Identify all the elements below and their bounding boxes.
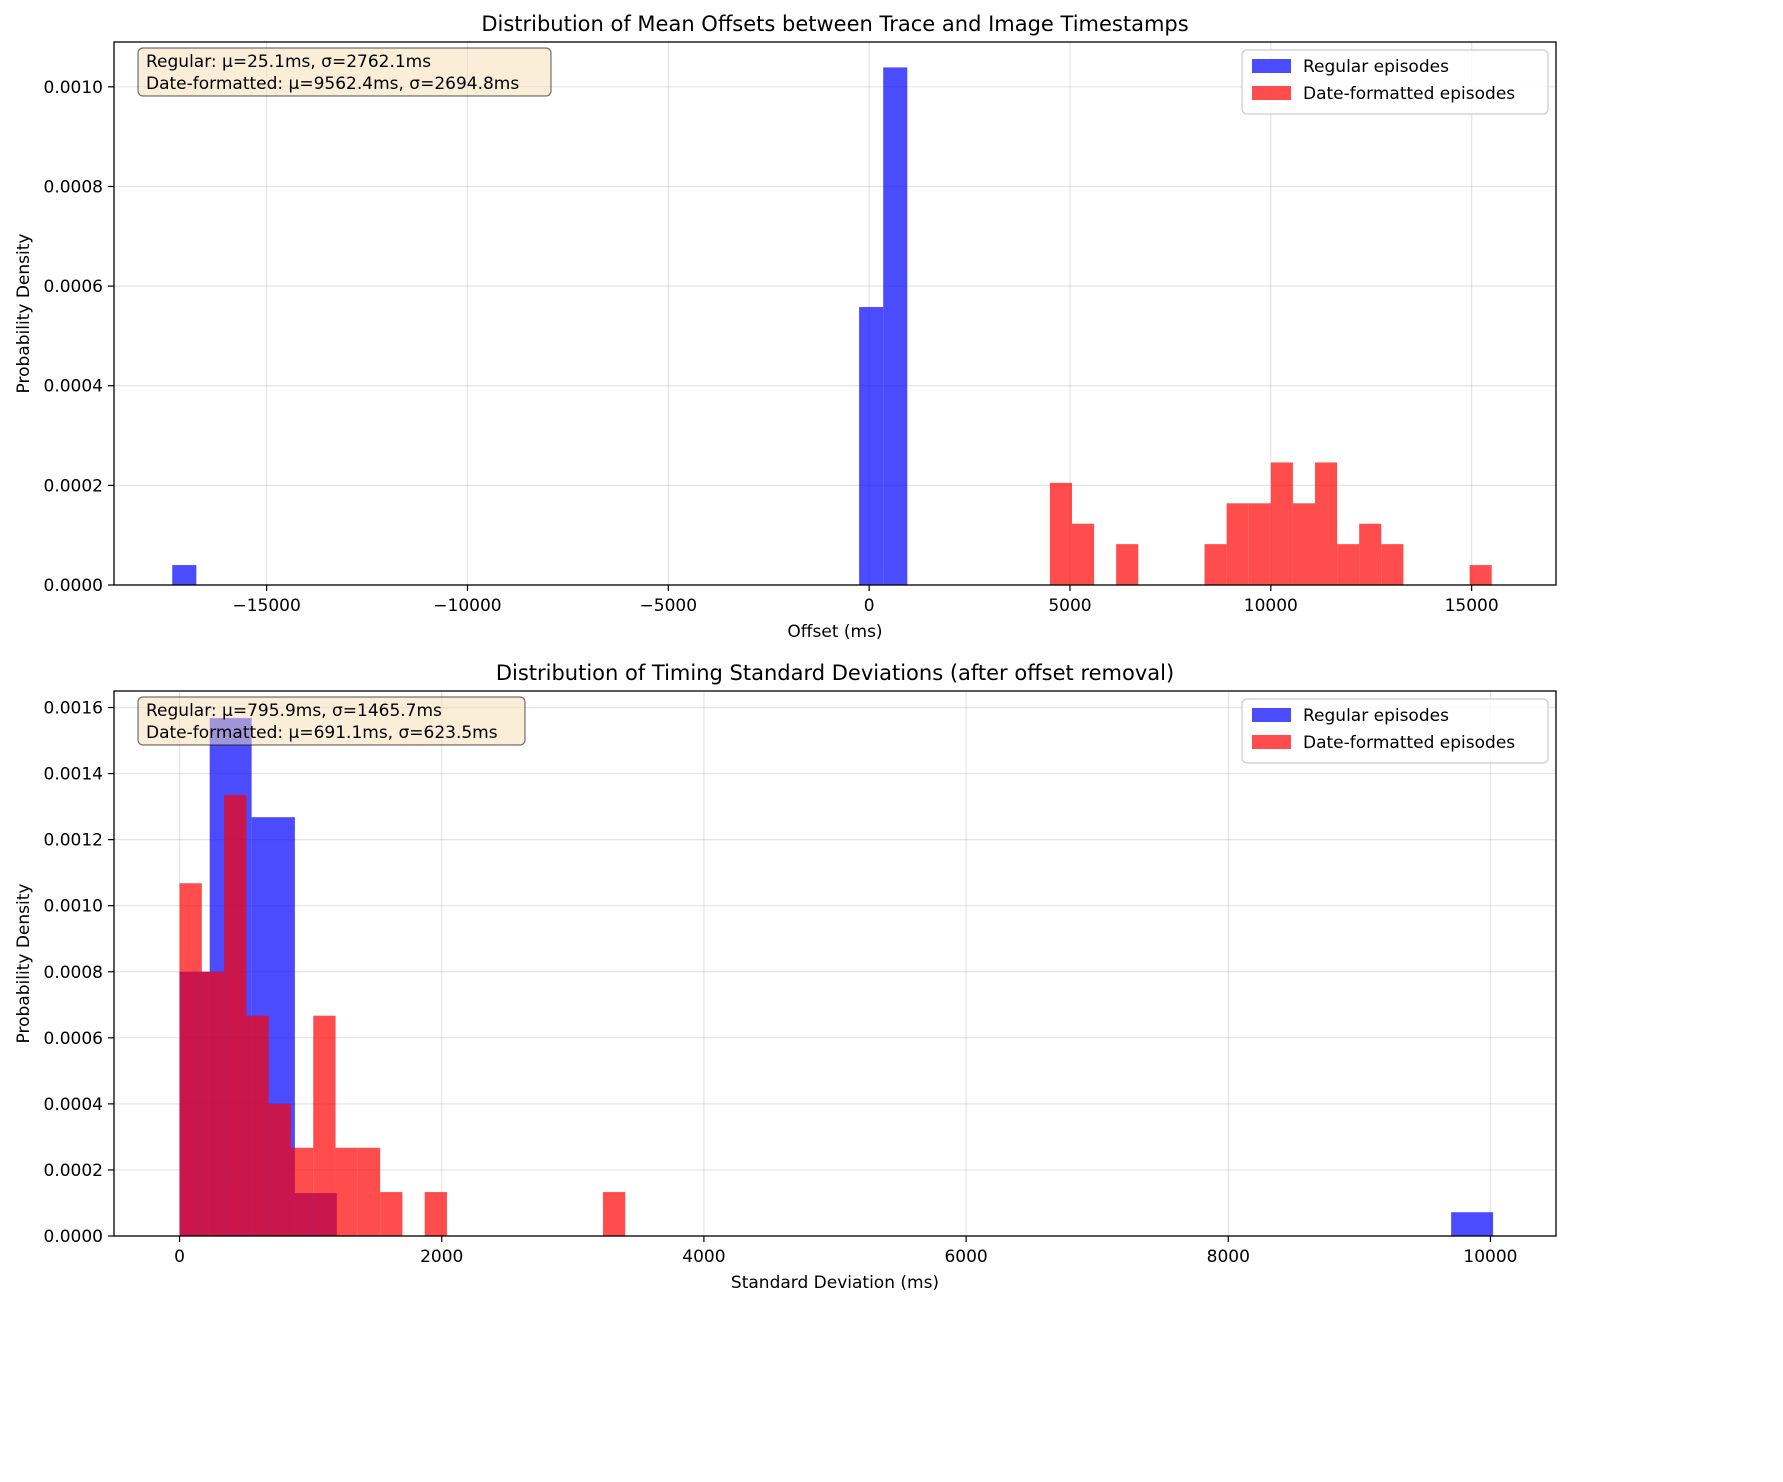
y-tick-label: 0.0000 (44, 576, 103, 596)
stats-box-background (137, 696, 526, 746)
x-tick-label: 10000 (1244, 596, 1298, 616)
legend-label: Date-formatted episodes (1303, 84, 1515, 104)
y-tick-label: 0.0004 (44, 1095, 103, 1115)
axes-frame (113, 41, 1557, 586)
stats-box-background (137, 47, 552, 97)
y-tick-label: 0.0000 (44, 1227, 103, 1247)
stats-line: Date-formatted: μ=9562.4ms, σ=2694.8ms (146, 74, 519, 94)
legend-label: Regular episodes (1303, 57, 1449, 77)
histogram-bar-date-formatted (1204, 544, 1227, 585)
stats-line: Regular: μ=25.1ms, σ=2762.1ms (146, 52, 431, 72)
y-axis-label: Probability Density (14, 884, 34, 1044)
y-axis-label: Probability Density (14, 234, 34, 394)
axes-frame (113, 690, 1557, 1237)
legend-swatch-date-formatted (1252, 735, 1291, 749)
histogram-bar-date-formatted (1337, 544, 1360, 585)
chart-panel-2: 0 2000 4000 6000 8000 10000 0.0000 0.0002 0.0004… (14, 661, 1557, 1293)
histogram-bar-date-formatted (1381, 544, 1404, 585)
legend-label: Date-formatted episodes (1303, 733, 1515, 753)
chart-title: Distribution of Timing Standard Deviatio… (496, 661, 1174, 685)
histogram-bar-regular (883, 67, 908, 585)
y-tick-label: 0.0006 (44, 1029, 103, 1049)
legend-swatch-date-formatted (1252, 86, 1291, 100)
legend-frame (1241, 698, 1549, 764)
x-tick-label: 2000 (420, 1247, 463, 1267)
histogram-bar-regular (172, 565, 197, 585)
histogram-bar-regular (859, 307, 884, 585)
x-tick-label: −15000 (232, 596, 300, 616)
y-tick-label: 0.0016 (44, 699, 103, 719)
histogram-bar-date-formatted (290, 1147, 314, 1236)
stats-line: Regular: μ=795.9ms, σ=1465.7ms (146, 701, 442, 721)
y-tick-label: 0.0002 (44, 1161, 103, 1181)
stats-line: Date-formatted: μ=691.1ms, σ=623.5ms (146, 723, 498, 743)
y-tick-label: 0.0014 (44, 765, 103, 785)
legend-swatch-regular (1252, 59, 1291, 73)
histogram-bar-date-formatted (1292, 503, 1315, 585)
legend: Regular episodes Date-formatted episodes (1241, 698, 1549, 764)
histogram-bar-date-formatted (357, 1147, 381, 1236)
x-tick-label: 10000 (1463, 1247, 1517, 1267)
x-tick-label: −10000 (433, 596, 501, 616)
histogram-bar-date-formatted (268, 1103, 291, 1236)
y-tick-label: 0.0002 (44, 476, 103, 496)
y-tick-label: 0.0008 (44, 177, 103, 197)
x-tick-label: 15000 (1445, 596, 1499, 616)
x-tick-label: 4000 (682, 1247, 725, 1267)
y-tick-label: 0.0008 (44, 963, 103, 983)
histogram-bar-date-formatted (246, 1015, 269, 1236)
histogram-bar-date-formatted (1469, 565, 1492, 585)
histogram-bar-date-formatted (1049, 482, 1072, 585)
histogram-bar-date-formatted (1116, 544, 1139, 585)
histogram-bar-date-formatted (1071, 523, 1095, 585)
histogram-bar-date-formatted (335, 1147, 358, 1236)
x-tick-label: 6000 (944, 1247, 987, 1267)
y-tick-label: 0.0006 (44, 277, 103, 297)
histogram-bar-date-formatted (380, 1192, 403, 1236)
histogram-bar-date-formatted (1248, 503, 1271, 585)
histogram-bar-date-formatted (602, 1192, 626, 1236)
x-tick-label: 0 (864, 596, 875, 616)
histogram-bar-date-formatted (224, 795, 247, 1236)
legend-label: Regular episodes (1303, 706, 1449, 726)
histogram-bar-date-formatted (179, 883, 202, 1236)
x-axis-label: Standard Deviation (ms) (731, 1273, 939, 1293)
legend-frame (1241, 49, 1549, 115)
chart-panel-1: −15000 −10000 −5000 0 5000 10000 15000 0.0000 0.… (14, 12, 1557, 642)
histogram-bar-date-formatted (1226, 503, 1249, 585)
y-tick-label: 0.0010 (44, 78, 103, 98)
x-tick-label: 8000 (1207, 1247, 1250, 1267)
x-tick-label: 0 (174, 1247, 185, 1267)
histogram-bar-date-formatted (1314, 462, 1338, 585)
y-tick-label: 0.0010 (44, 897, 103, 917)
x-tick-label: 5000 (1048, 596, 1091, 616)
x-axis-label: Offset (ms) (787, 622, 882, 642)
histogram-bar-date-formatted (1270, 462, 1293, 585)
chart-title: Distribution of Mean Offsets between Tra… (481, 12, 1188, 36)
stats-box: Regular: μ=795.9ms, σ=1465.7msDate-forma… (137, 696, 526, 746)
histogram-bar-regular (1451, 1212, 1494, 1236)
legend: Regular episodes Date-formatted episodes (1241, 49, 1549, 115)
histogram-bar-date-formatted (201, 971, 225, 1236)
y-tick-label: 0.0012 (44, 831, 103, 851)
x-tick-label: −5000 (640, 596, 698, 616)
y-tick-label: 0.0004 (44, 377, 103, 397)
histogram-bar-date-formatted (424, 1192, 447, 1236)
legend-swatch-regular (1252, 708, 1291, 722)
histogram-bar-date-formatted (1359, 523, 1382, 585)
stats-box: Regular: μ=25.1ms, σ=2762.1msDate-format… (137, 47, 552, 97)
histogram-bar-date-formatted (313, 1015, 336, 1236)
